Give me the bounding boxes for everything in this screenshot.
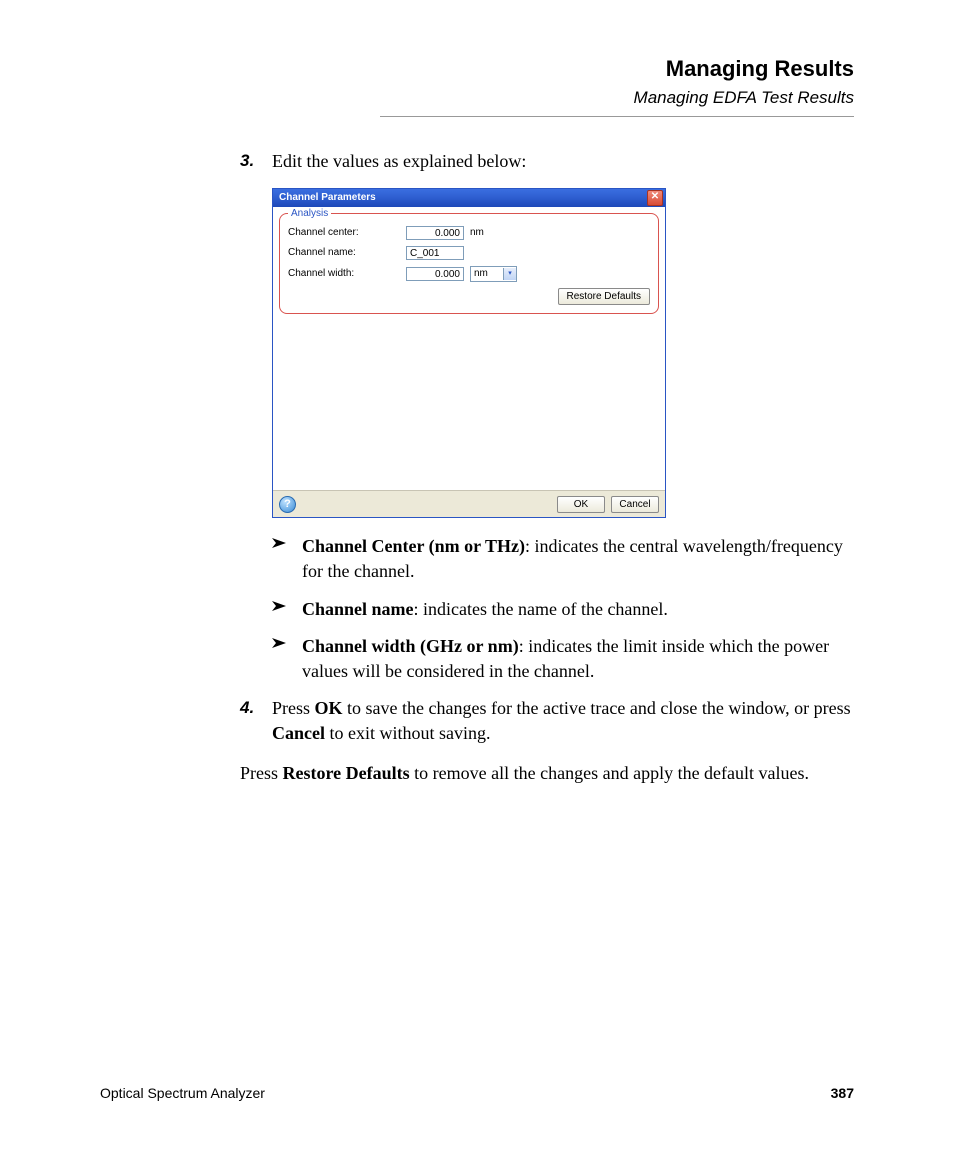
step-text: Edit the values as explained below:	[272, 149, 854, 174]
analysis-group: Analysis Channel center: 0.000 nm Channe…	[279, 213, 659, 314]
footer-page-number: 387	[831, 1085, 854, 1101]
bullet-text: Channel name: indicates the name of the …	[302, 597, 854, 622]
bullet-list: Channel Center (nm or THz) : indicates th…	[272, 534, 854, 684]
arrowhead-icon	[272, 634, 302, 684]
bullet-channel-center: Channel Center (nm or THz): indicates th…	[272, 534, 854, 584]
restore-row: Restore Defaults	[288, 288, 650, 305]
channel-parameters-dialog: Channel Parameters ✕ Analysis Channel ce…	[272, 188, 666, 518]
row-channel-name: Channel name: C_001	[288, 246, 650, 260]
group-legend: Analysis	[288, 207, 331, 221]
t: Press	[240, 763, 283, 783]
input-channel-name[interactable]: C_001	[406, 246, 464, 260]
restore-defaults-button[interactable]: Restore Defaults	[558, 288, 650, 305]
step-number: 3.	[240, 149, 272, 174]
arrowhead-icon	[272, 534, 302, 584]
t: to exit without saving.	[325, 723, 491, 743]
t: Press	[272, 698, 315, 718]
cancel-button[interactable]: Cancel	[611, 496, 659, 513]
ok-button[interactable]: OK	[557, 496, 605, 513]
bullet-text: Channel width (GHz or nm): indicates the…	[302, 634, 854, 684]
dialog-footer: ? OK Cancel	[273, 490, 665, 517]
header-title: Managing Results	[380, 56, 854, 82]
restore-paragraph: Press Restore Defaults to remove all the…	[240, 761, 854, 786]
dialog-footer-buttons: OK Cancel	[557, 496, 659, 513]
row-channel-center: Channel center: 0.000 nm	[288, 226, 650, 240]
step-number: 4.	[240, 696, 272, 746]
row-channel-width: Channel width: 0.000 nm ▾	[288, 266, 650, 282]
unit-channel-center: nm	[470, 226, 484, 240]
page: Managing Results Managing EDFA Test Resu…	[0, 0, 954, 1159]
chevron-down-icon: ▾	[503, 268, 516, 280]
label-channel-width: Channel width:	[288, 267, 406, 281]
arrowhead-icon	[272, 597, 302, 622]
close-icon[interactable]: ✕	[647, 190, 663, 206]
bold-ok: OK	[315, 698, 343, 718]
dialog-body: Analysis Channel center: 0.000 nm Channe…	[273, 207, 665, 490]
label-channel-center: Channel center:	[288, 226, 406, 240]
input-channel-center[interactable]: 0.000	[406, 226, 464, 240]
bold-restore: Restore Defaults	[283, 763, 410, 783]
dialog-empty-area	[279, 314, 659, 484]
dialog-titlebar: Channel Parameters ✕	[273, 189, 665, 207]
bullet-text: Channel Center (nm or THz): indicates th…	[302, 534, 854, 584]
help-icon[interactable]: ?	[279, 496, 296, 513]
bullet-bold: Channel width (GHz or nm)	[302, 636, 519, 656]
page-header: Managing Results Managing EDFA Test Resu…	[380, 56, 854, 117]
step-3: 3. Edit the values as explained below:	[240, 149, 854, 174]
bullet-bold: Channel Center (nm or THz)	[302, 536, 525, 556]
body: 3. Edit the values as explained below: C…	[240, 149, 854, 786]
label-channel-name: Channel name:	[288, 246, 406, 260]
dialog-screenshot: Channel Parameters ✕ Analysis Channel ce…	[272, 188, 854, 518]
select-width-unit-value: nm	[471, 267, 503, 281]
bullet-rest: : indicates the name of the channel.	[414, 599, 668, 619]
footer-product: Optical Spectrum Analyzer	[100, 1085, 265, 1101]
select-width-unit[interactable]: nm ▾	[470, 266, 517, 282]
step-4: 4. Press OK to save the changes for the …	[240, 696, 854, 746]
t: to remove all the changes and apply the …	[410, 763, 809, 783]
header-rule	[380, 116, 854, 117]
t: to save the changes for the active trace…	[343, 698, 851, 718]
bold-cancel: Cancel	[272, 723, 325, 743]
bullet-channel-width: Channel width (GHz or nm): indicates the…	[272, 634, 854, 684]
page-footer: Optical Spectrum Analyzer 387	[100, 1085, 854, 1101]
dialog-title: Channel Parameters	[279, 191, 376, 205]
header-subtitle: Managing EDFA Test Results	[380, 88, 854, 108]
input-channel-width[interactable]: 0.000	[406, 267, 464, 281]
bullet-bold: Channel name	[302, 599, 414, 619]
step-text: Press OK to save the changes for the act…	[272, 696, 854, 746]
bullet-channel-name: Channel name: indicates the name of the …	[272, 597, 854, 622]
